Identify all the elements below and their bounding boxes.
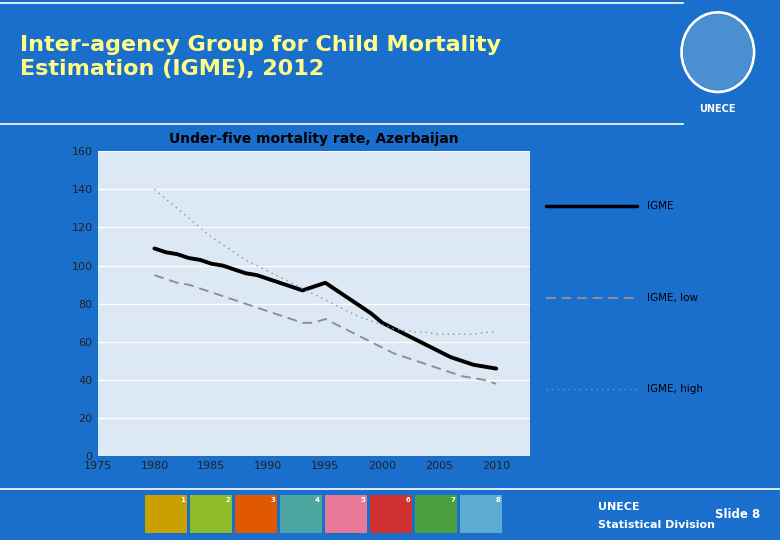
Text: 4: 4 bbox=[315, 497, 320, 503]
FancyBboxPatch shape bbox=[280, 495, 322, 534]
Text: UNECE: UNECE bbox=[598, 502, 640, 512]
Text: 8: 8 bbox=[495, 497, 500, 503]
Text: Slide 8: Slide 8 bbox=[714, 508, 760, 521]
FancyBboxPatch shape bbox=[235, 495, 277, 534]
Text: 3: 3 bbox=[270, 497, 275, 503]
FancyBboxPatch shape bbox=[460, 495, 502, 534]
Text: 1: 1 bbox=[180, 497, 185, 503]
FancyBboxPatch shape bbox=[325, 495, 367, 534]
Text: Inter-agency Group for Child Mortality
Estimation (IGME), 2012: Inter-agency Group for Child Mortality E… bbox=[20, 35, 501, 79]
Text: IGME: IGME bbox=[647, 201, 674, 211]
Circle shape bbox=[684, 15, 752, 90]
Text: IGME, high: IGME, high bbox=[647, 384, 704, 394]
Title: Under-five mortality rate, Azerbaijan: Under-five mortality rate, Azerbaijan bbox=[169, 132, 459, 146]
Text: 2: 2 bbox=[225, 497, 230, 503]
FancyBboxPatch shape bbox=[415, 495, 457, 534]
FancyBboxPatch shape bbox=[145, 495, 187, 534]
Text: 6: 6 bbox=[406, 497, 410, 503]
Text: Statistical Division: Statistical Division bbox=[598, 520, 715, 530]
Text: 5: 5 bbox=[360, 497, 365, 503]
Text: IGME, low: IGME, low bbox=[647, 293, 698, 302]
Text: UNECE: UNECE bbox=[700, 104, 736, 114]
Text: 7: 7 bbox=[450, 497, 455, 503]
FancyBboxPatch shape bbox=[370, 495, 412, 534]
FancyBboxPatch shape bbox=[190, 495, 232, 534]
